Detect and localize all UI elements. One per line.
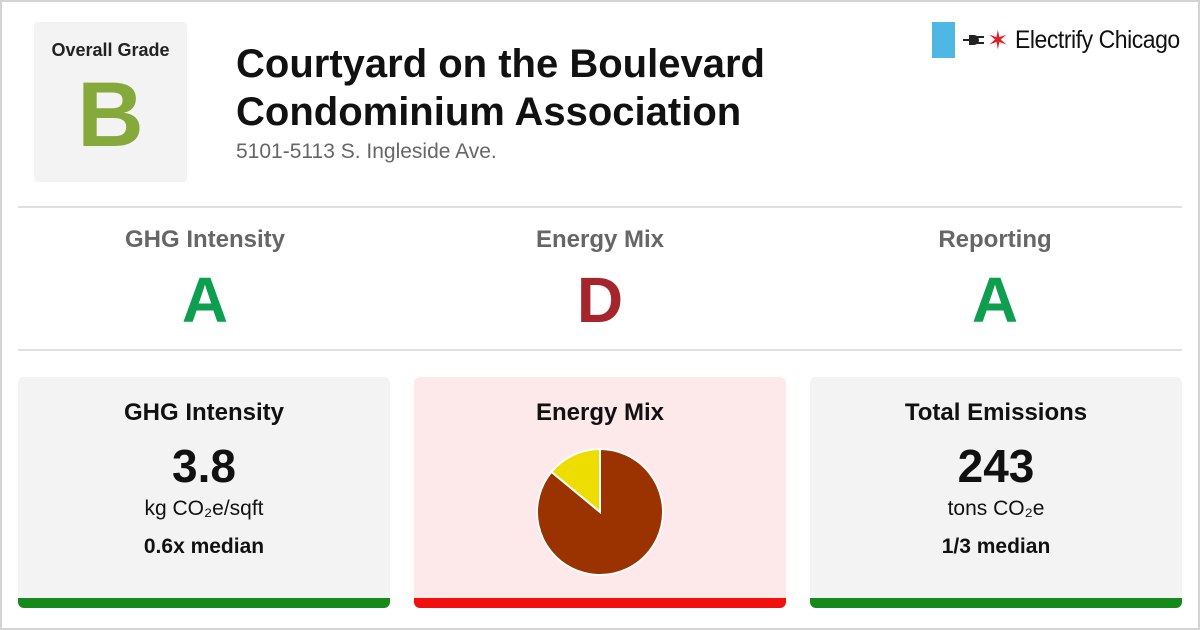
star-icon: ✶ bbox=[987, 25, 1009, 55]
flag-icon bbox=[932, 22, 955, 58]
total-emissions-card: Total Emissions 243 tons CO₂e 1/3 median bbox=[810, 377, 1182, 608]
ghg-intensity-value: 3.8 bbox=[172, 440, 236, 492]
logo-text: Electrify Chicago bbox=[1014, 25, 1180, 54]
pie-slice-1 bbox=[550, 447, 601, 515]
energy-mix-grade: Energy Mix D bbox=[410, 226, 790, 332]
overall-grade-box: Overall Grade B bbox=[34, 22, 187, 182]
building-title-line1: Courtyard on the Boulevard bbox=[236, 42, 765, 86]
building-title-line2: Condominium Association bbox=[236, 90, 742, 134]
divider-middle bbox=[18, 349, 1182, 351]
ghg-intensity-card: GHG Intensity 3.8 kg CO₂e/sqft 0.6x medi… bbox=[18, 377, 390, 608]
energy-mix-status-bar bbox=[414, 598, 786, 608]
building-title: Courtyard on the Boulevard Condominium A… bbox=[236, 40, 876, 136]
total-emissions-value: 243 bbox=[957, 440, 1035, 492]
total-emissions-median: 1/3 median bbox=[941, 535, 1051, 558]
plug-icon bbox=[963, 35, 984, 45]
ghg-intensity-card-title: GHG Intensity bbox=[123, 399, 285, 426]
building-address: 5101-5113 S. Ingleside Ave. bbox=[236, 140, 497, 163]
ghg-intensity-median: 0.6x median bbox=[143, 535, 265, 558]
electrify-chicago-logo[interactable]: ✶ Electrify Chicago bbox=[932, 22, 1194, 58]
ghg-intensity-unit: kg CO₂e/sqft bbox=[144, 497, 264, 520]
energy-mix-pie-chart bbox=[536, 447, 664, 576]
divider-top bbox=[18, 206, 1182, 208]
ghg-intensity-grade-label: GHG Intensity bbox=[124, 226, 286, 253]
overall-grade-label: Overall Grade bbox=[51, 40, 170, 60]
total-emissions-status-bar bbox=[810, 598, 1182, 608]
energy-mix-grade-label: Energy Mix bbox=[535, 226, 665, 253]
overall-grade-letter: B bbox=[77, 64, 144, 166]
reporting-grade: Reporting A bbox=[805, 226, 1185, 332]
ghg-intensity-status-bar bbox=[18, 598, 390, 608]
ghg-intensity-grade: GHG Intensity A bbox=[15, 226, 395, 332]
ghg-intensity-grade-letter: A bbox=[181, 264, 229, 336]
energy-mix-grade-letter: D bbox=[576, 264, 624, 336]
energy-mix-card: Energy Mix bbox=[414, 377, 786, 608]
energy-mix-card-title: Energy Mix bbox=[535, 399, 665, 426]
reporting-grade-letter: A bbox=[971, 264, 1019, 336]
reporting-grade-label: Reporting bbox=[938, 226, 1052, 253]
total-emissions-unit: tons CO₂e bbox=[947, 497, 1045, 520]
total-emissions-card-title: Total Emissions bbox=[904, 399, 1088, 426]
